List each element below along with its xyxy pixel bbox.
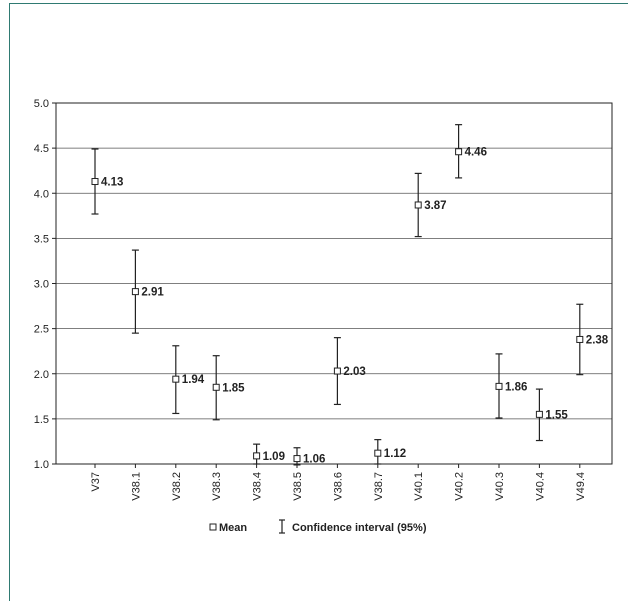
legend-ci-marker [279,519,285,534]
y-tick-label: 2.0 [34,369,49,381]
mean-marker [414,201,422,209]
x-tick-label: V38.4 [252,472,264,501]
mean-marker [535,410,543,418]
x-tick-label: V40.2 [454,472,466,501]
mean-marker [333,367,341,375]
gridlines [56,147,612,420]
mean-marker [131,288,139,296]
y-tick-label: 3.5 [34,233,49,245]
x-tick-label: V49.4 [575,472,587,501]
mean-marker [91,178,99,186]
data-label: 2.38 [586,334,609,346]
mean-marker [576,335,584,343]
mean-marker [172,375,180,383]
data-label: 1.55 [545,409,568,421]
mean-marker [495,382,503,390]
legend-ci-label: Confidence interval (95%) [292,522,427,534]
data-label: 1.94 [182,374,205,386]
y-tick-label: 2.5 [34,324,49,336]
data-label: 2.03 [343,366,365,378]
y-tick-label: 1.5 [34,414,49,426]
legend-mean-label: Mean [219,522,247,534]
data-label: 2.91 [141,287,164,299]
y-tick-label: 1.0 [34,459,49,471]
figure-frame [9,3,628,601]
x-tick-label: V40.3 [494,472,506,501]
x-tick-label: V40.1 [413,472,425,501]
x-tick-label: V38.7 [373,472,385,501]
data-marks: 4.13 2.91 1.94 1.85 1.09 1.06 2.03 1.12 3.87 4.46… [91,124,609,466]
y-axis: 1.0 1.5 2.0 2.5 3.0 3.5 4.0 4.5 5.0 [34,98,56,471]
data-label: 1.06 [303,454,325,466]
data-label: 1.09 [263,451,285,463]
y-tick-label: 3.0 [34,279,49,291]
legend: Mean Confidence interval (95%) [209,519,427,534]
data-label: 1.86 [505,381,527,393]
y-tick-label: 4.5 [34,143,49,155]
mean-marker [455,148,463,156]
x-tick-label: V38.2 [171,472,183,501]
mean-marker [374,449,382,457]
y-tick-label: 5.0 [34,98,49,110]
legend-mean-marker [209,523,217,531]
data-label: 4.13 [101,177,123,189]
y-tick-label: 4.0 [34,188,49,200]
data-label: 1.85 [222,382,245,394]
x-tick-label: V38.5 [292,472,304,501]
x-tick-label: V40.4 [534,472,546,501]
x-tick-label: V37 [90,472,102,492]
data-label: 1.12 [384,448,406,460]
data-label: 4.46 [465,147,487,159]
x-tick-label: V38.3 [211,472,223,501]
x-tick-label: V38.1 [130,472,142,501]
mean-marker [253,452,261,460]
mean-marker [293,455,301,463]
x-axis: V37 V38.1 V38.2 V38.3 V38.4 V38.5 V38.6 V38.7 V4… [90,464,587,501]
data-label: 3.87 [424,200,446,212]
mean-marker [212,383,220,391]
x-tick-label: V38.6 [332,472,344,501]
